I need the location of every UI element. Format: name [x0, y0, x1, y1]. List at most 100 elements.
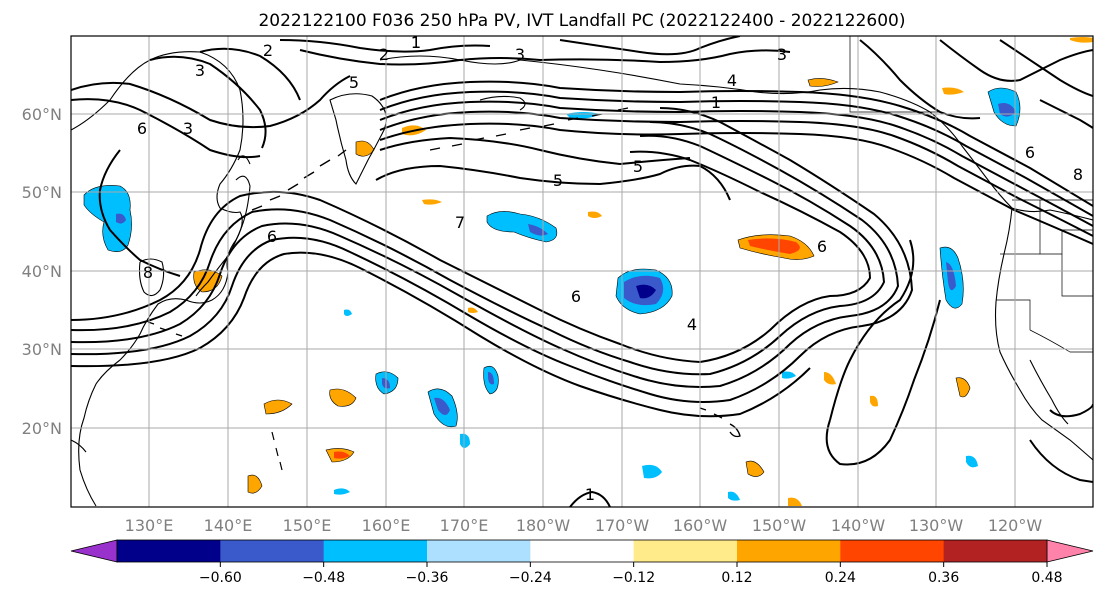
pos-anomaly-blob: [807, 78, 839, 87]
neg-anomaly-blob: [83, 185, 132, 252]
longitude-label: 180°W: [516, 516, 571, 535]
contour-label: 2: [379, 45, 389, 64]
contour-label: 6: [571, 287, 581, 306]
pos-anomaly-blob: [942, 87, 964, 95]
pos-anomaly-blob: [263, 399, 293, 415]
neg-anomaly-blob: [460, 433, 470, 448]
latitude-labels: 60°N 50°N 40°N 30°N 20°N: [22, 105, 62, 438]
contour-label: 8: [1073, 165, 1083, 184]
colorbar-segment: [323, 540, 428, 562]
pos-anomaly-blob: [745, 460, 765, 477]
neg-anomaly-blob: [728, 491, 740, 501]
colorbar-tick-label: −0.12: [612, 570, 655, 586]
contour-label: 1: [585, 485, 595, 504]
colorbar-segment: [633, 540, 738, 562]
pos-anomaly-blob: [247, 474, 263, 494]
graticule: [71, 36, 1093, 507]
longitude-label: 150°W: [752, 516, 807, 535]
neg-anomaly-blob: [344, 309, 352, 316]
pos-anomaly-core: [334, 451, 350, 459]
pos-anomaly-blob: [1070, 37, 1093, 43]
colorbar-segment: [737, 540, 841, 562]
colorbar-segment: [427, 540, 531, 562]
colorbar-segment: [530, 540, 635, 562]
colorbar-tick-label: −0.24: [509, 570, 552, 586]
longitude-label: 140°W: [831, 516, 886, 535]
longitude-label: 130°W: [909, 516, 964, 535]
neg-anomaly-core: [998, 103, 1016, 117]
neg-anomaly-blob: [966, 455, 978, 468]
pos-anomaly-blob: [824, 372, 836, 385]
contour-label: 8: [143, 263, 153, 282]
neg-anomaly-core: [946, 262, 956, 291]
longitude-label: 160°E: [362, 516, 411, 535]
contour-label: 3: [183, 119, 193, 138]
colorbar-outline: [116, 539, 1048, 563]
longitude-label: 160°W: [673, 516, 728, 535]
pos-anomaly-blob: [329, 388, 357, 407]
longitude-label: 120°W: [988, 516, 1043, 535]
map-title: 2022122100 F036 250 hPa PV, IVT Landfall…: [258, 11, 905, 31]
contour-label: 3: [777, 45, 787, 64]
neg-anomaly-blob: [642, 464, 662, 479]
latitude-label: 20°N: [22, 419, 62, 438]
contour-label: 4: [687, 315, 697, 334]
contour-label: 6: [267, 227, 277, 246]
neg-anomaly-blob: [334, 488, 350, 495]
latitude-label: 40°N: [22, 262, 62, 281]
pos-anomaly-core: [748, 238, 800, 254]
map-frame: [70, 35, 1094, 508]
contour-label: 6: [817, 237, 827, 256]
colorbar-segment: [840, 540, 945, 562]
colorbar-segment: [117, 540, 221, 562]
longitude-label: 150°E: [283, 516, 332, 535]
longitude-label: 170°E: [440, 516, 489, 535]
longitude-label: 170°W: [595, 516, 650, 535]
colorbar-tick-label: 0.12: [721, 570, 752, 586]
colorbar-tick-label: −0.60: [199, 570, 242, 586]
colorbar-tick-label: 0.48: [1031, 570, 1062, 586]
neg-anomaly-core: [488, 372, 494, 385]
colorbar-extend-low: [70, 539, 118, 563]
contour-label: 5: [349, 73, 359, 92]
contour-label: 6: [137, 119, 147, 138]
longitude-label: 140°E: [204, 516, 253, 535]
contour-label: 1: [711, 93, 721, 112]
colorbar-tick-label: −0.36: [406, 570, 449, 586]
pos-anomaly-blob: [588, 211, 602, 218]
contour-label: 3: [195, 61, 205, 80]
contour-label: 5: [633, 157, 643, 176]
colorbar-tick-label: 0.24: [825, 570, 856, 586]
contour-label: 2: [263, 41, 273, 60]
colorbar: −0.60 −0.48 −0.36 −0.24 −0.12 0.12 0.24 0.36 0.4…: [70, 539, 1094, 586]
latitude-label: 50°N: [22, 183, 62, 202]
colorbar-segment: [220, 540, 325, 562]
contour-label: 1: [411, 33, 421, 52]
contour-label: 4: [727, 71, 737, 90]
longitude-labels: 130°E 140°E 150°E 160°E 170°E 180°W 170°W 160°W…: [125, 516, 1043, 535]
neg-anomaly-core: [434, 397, 450, 415]
longitude-label: 130°E: [125, 516, 174, 535]
latitude-label: 30°N: [22, 340, 62, 359]
pos-anomaly-blob: [468, 307, 478, 313]
contour-label: 1: [411, 33, 421, 52]
contour-label: 5: [553, 171, 563, 190]
neg-anomaly-blob: [782, 371, 796, 379]
shaded-anomalies: [83, 37, 1093, 506]
colorbar-tick-label: 0.36: [928, 570, 959, 586]
contour-label: 7: [455, 213, 465, 232]
neg-anomaly-core: [116, 213, 126, 224]
contour-label: 6: [1025, 143, 1035, 162]
pos-anomaly-blob: [870, 395, 878, 407]
political-borders: [849, 36, 1093, 353]
pos-anomaly-blob: [422, 199, 442, 205]
pv-contours: [71, 36, 1093, 507]
latitude-label: 60°N: [22, 105, 62, 124]
contour-label: 3: [515, 45, 525, 64]
colorbar-extend-high: [1046, 539, 1094, 563]
colorbar-tick-label: −0.48: [302, 570, 345, 586]
neg-anomaly-core: [636, 284, 656, 299]
